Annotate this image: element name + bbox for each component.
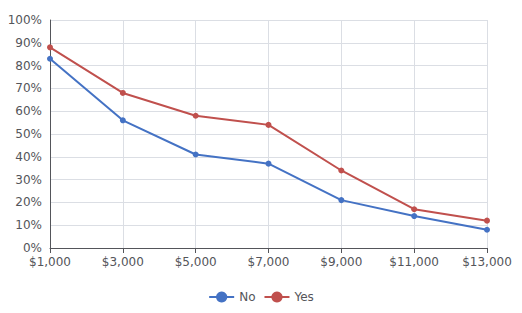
svg-text:40%: 40% — [15, 150, 42, 164]
svg-text:100%: 100% — [8, 13, 42, 27]
svg-text:No: No — [239, 290, 255, 304]
svg-text:Yes: Yes — [293, 290, 313, 304]
svg-text:$3,000: $3,000 — [102, 255, 144, 269]
svg-text:$5,000: $5,000 — [175, 255, 217, 269]
svg-text:$9,000: $9,000 — [320, 255, 362, 269]
svg-text:$1,000: $1,000 — [29, 255, 71, 269]
svg-text:70%: 70% — [15, 81, 42, 95]
svg-text:90%: 90% — [15, 36, 42, 50]
svg-text:50%: 50% — [15, 127, 42, 141]
svg-text:80%: 80% — [15, 59, 42, 73]
svg-text:$13,000: $13,000 — [462, 255, 512, 269]
svg-text:60%: 60% — [15, 104, 42, 118]
svg-text:$11,000: $11,000 — [389, 255, 439, 269]
svg-text:30%: 30% — [15, 173, 42, 187]
svg-text:0%: 0% — [23, 241, 42, 255]
svg-text:20%: 20% — [15, 195, 42, 209]
svg-text:$7,000: $7,000 — [248, 255, 290, 269]
svg-text:10%: 10% — [15, 218, 42, 232]
